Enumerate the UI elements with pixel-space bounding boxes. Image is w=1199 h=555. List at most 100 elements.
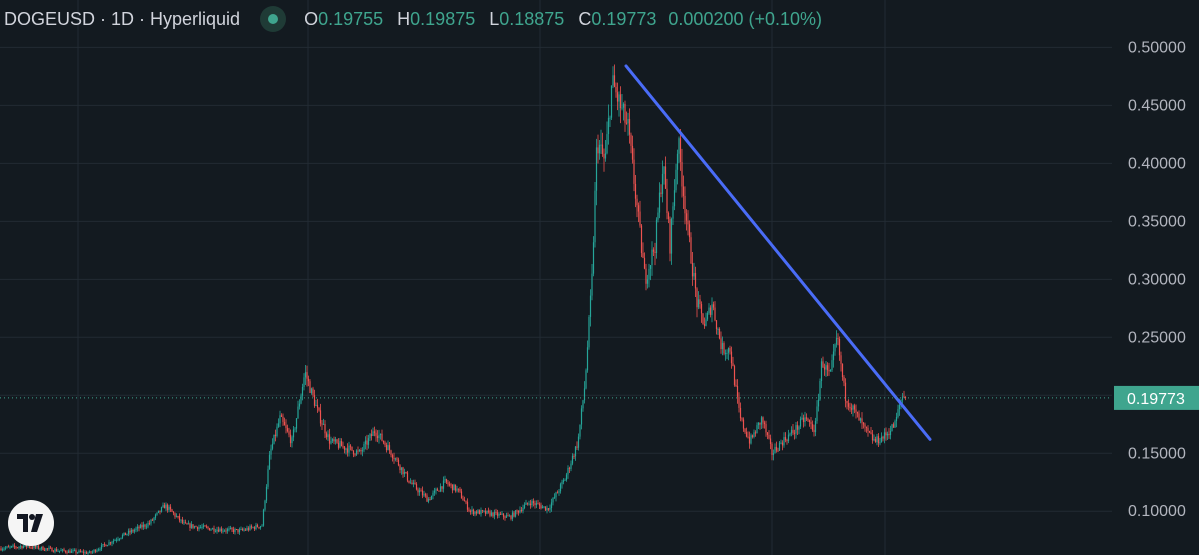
candle (853, 403, 856, 414)
trendline[interactable] (624, 64, 932, 441)
candle (798, 425, 800, 435)
tradingview-logo-icon[interactable] (8, 500, 54, 546)
candle (234, 527, 236, 535)
candle (552, 497, 554, 506)
candle (87, 551, 89, 555)
candle (126, 533, 128, 536)
candle (397, 457, 400, 467)
candle (442, 476, 445, 493)
candle (634, 175, 637, 208)
candle (232, 526, 235, 535)
candle (231, 526, 233, 532)
candle (111, 540, 113, 547)
candle (631, 135, 634, 164)
candle (646, 274, 649, 289)
candle (273, 434, 275, 445)
candle (93, 548, 95, 554)
candle (361, 447, 364, 457)
candle (159, 510, 161, 515)
candle (309, 379, 311, 394)
candle (588, 314, 590, 350)
candle (369, 433, 371, 442)
candle (775, 441, 778, 453)
candle (573, 453, 575, 460)
candle (610, 85, 613, 120)
candle (106, 544, 109, 547)
candle (697, 291, 700, 310)
candle (469, 509, 472, 515)
candle (709, 305, 712, 318)
candle (304, 364, 307, 385)
candle (567, 465, 569, 479)
candle (504, 515, 506, 521)
candle (685, 209, 688, 231)
candle (190, 521, 193, 529)
candle (484, 507, 487, 517)
low-value: 0.18875 (499, 8, 565, 29)
candle (792, 423, 794, 436)
candle (868, 430, 871, 434)
candle (714, 301, 716, 322)
candle (157, 510, 160, 514)
candle (696, 287, 698, 318)
candle (735, 379, 737, 387)
candle (291, 435, 293, 448)
candle (759, 422, 761, 430)
candle (583, 381, 586, 404)
candle (379, 433, 382, 440)
candle (555, 491, 557, 502)
trendline-segment[interactable] (624, 64, 932, 441)
symbol-title[interactable]: DOGEUSD · 1D · Hyperliquid (4, 8, 241, 29)
candle (879, 437, 881, 446)
candle (435, 487, 437, 495)
candle (649, 264, 652, 281)
candle (312, 386, 314, 398)
candle (802, 414, 805, 428)
candle (432, 490, 434, 500)
candle (612, 66, 614, 89)
candle (199, 525, 202, 529)
candle (795, 422, 797, 439)
candle (517, 510, 520, 516)
candle (864, 422, 866, 432)
candle (292, 425, 295, 442)
candle (330, 436, 332, 445)
candle (507, 512, 509, 517)
candle (457, 488, 460, 493)
candle (349, 444, 352, 451)
candle (693, 262, 695, 280)
price-axis[interactable]: 0.50000 0.45000 0.40000 0.35000 0.30000 0.250… (1128, 39, 1186, 520)
candle (331, 438, 334, 443)
candle (27, 545, 29, 548)
candle (136, 524, 139, 532)
candle (250, 524, 253, 530)
candle (786, 438, 788, 445)
candle (615, 82, 617, 98)
candle (391, 453, 394, 462)
candle (699, 294, 701, 309)
candle (96, 548, 98, 553)
candle (858, 410, 860, 421)
candle (88, 550, 91, 554)
candle (388, 441, 391, 454)
candle (114, 538, 116, 541)
candle (196, 526, 199, 532)
candle (324, 420, 326, 438)
candle (426, 493, 428, 502)
candle (453, 483, 455, 491)
candle (643, 252, 646, 270)
candle (226, 527, 229, 534)
candle (706, 311, 709, 322)
candle (180, 519, 182, 524)
candle (456, 485, 458, 493)
candle (873, 434, 875, 442)
candle (756, 422, 758, 434)
candle (883, 428, 886, 444)
candle (556, 490, 559, 494)
candle (318, 407, 320, 412)
candle (723, 341, 725, 356)
candle (112, 538, 115, 545)
market-status-icon[interactable] (260, 6, 287, 32)
candle (39, 547, 41, 551)
